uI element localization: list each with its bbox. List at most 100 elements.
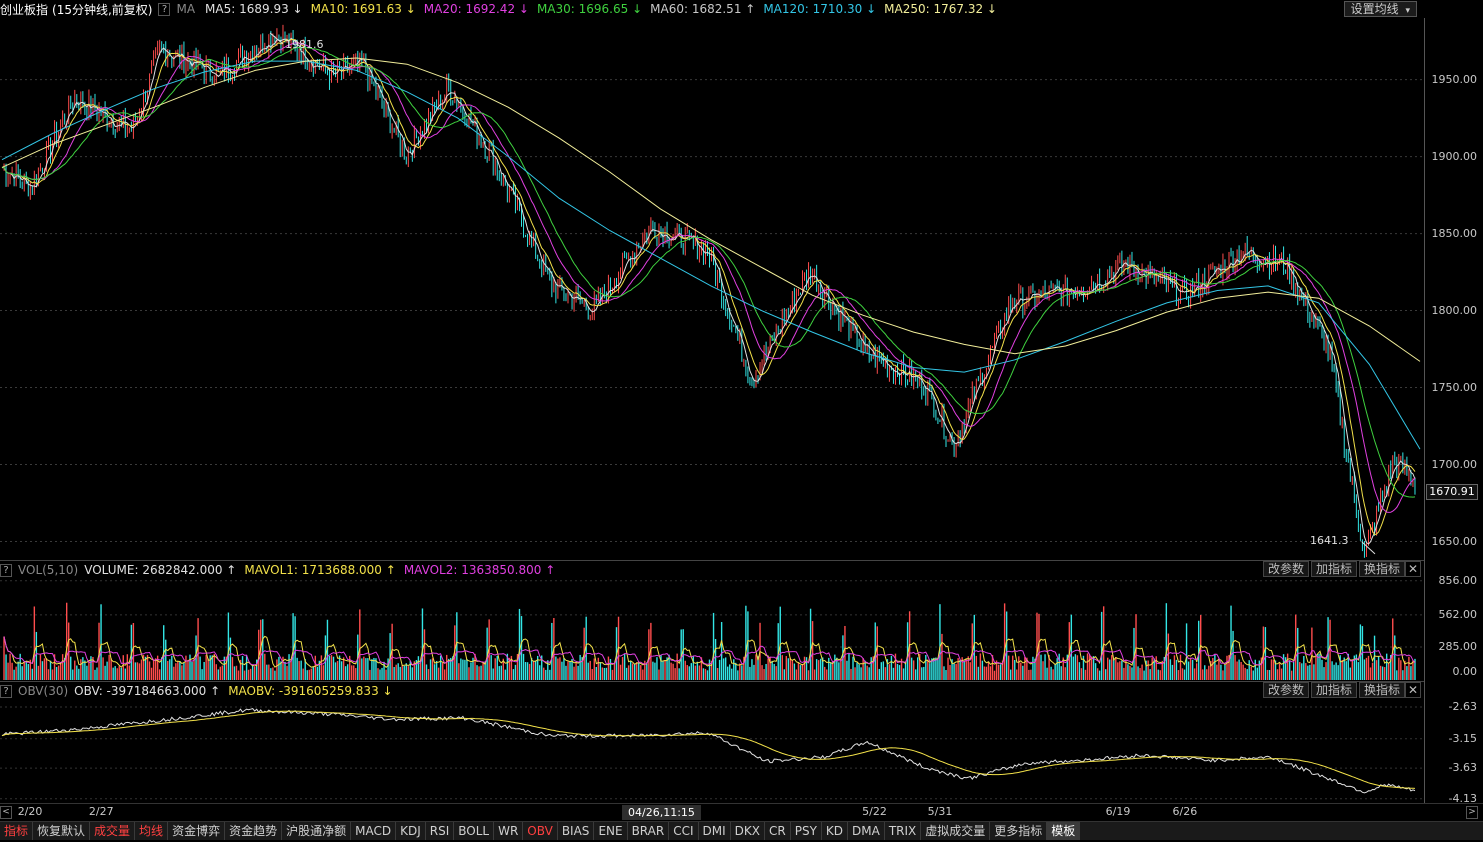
period-label: (15分钟线,前复权) xyxy=(52,2,153,17)
indicator-tab[interactable]: 沪股通净额 xyxy=(282,822,352,840)
indicator-tab[interactable]: 资金趋势 xyxy=(225,822,283,840)
ma120-line xyxy=(1,60,1421,450)
ma10-line xyxy=(1,38,1416,536)
volume-close-icon[interactable]: ✕ xyxy=(1405,561,1421,577)
obv-help-button[interactable]: ? xyxy=(0,684,12,698)
price-tick-label: 1700.00 xyxy=(1431,457,1478,471)
volume-legend-item: MAVOL1: 1713688.000 ↑ xyxy=(244,563,396,577)
help-button[interactable]: ? xyxy=(158,2,171,16)
time-tick-label: 5/31 xyxy=(927,805,953,818)
scroll-left-icon[interactable]: < xyxy=(0,806,12,819)
time-tick-label: 2/20 xyxy=(17,805,43,818)
indicator-tab[interactable]: CCI xyxy=(669,822,699,840)
time-tick-label: 6/26 xyxy=(1172,805,1198,818)
indicator-tab[interactable]: WR xyxy=(494,822,524,840)
current-price-label: 1670.91 xyxy=(1426,484,1478,500)
indicator-tab[interactable]: TRIX xyxy=(885,822,922,840)
ma20-line xyxy=(1,42,1416,513)
indicator-tab[interactable]: KDJ xyxy=(396,822,426,840)
price-tick-label: 1800.00 xyxy=(1431,303,1478,317)
set-ma-label: 设置均线 xyxy=(1350,2,1399,16)
main-legend: 创业板指 (15分钟线,前复权) ? MA MA5: 1689.93 ↓ MA10… xyxy=(0,0,1011,18)
time-tick-label: 2/27 xyxy=(88,805,114,818)
ma-prefix: MA xyxy=(176,2,196,16)
volume-add-indicator-button[interactable]: 加指标 xyxy=(1310,561,1357,577)
indicator-tab[interactable]: 虚拟成交量 xyxy=(921,822,991,840)
volume-legend-item: VOLUME: 2682842.000 ↑ xyxy=(84,563,237,577)
high-marker xyxy=(269,32,284,45)
obv-close-icon[interactable]: ✕ xyxy=(1405,682,1421,698)
ma-items: MA5: 1689.93 ↓ MA10: 1691.63 ↓ MA20: 1692.… xyxy=(205,2,1005,16)
indicator-tab[interactable]: DMI xyxy=(699,822,731,840)
price-chart[interactable] xyxy=(0,18,1424,560)
ma-legend-item: MA120: 1710.30 ↓ xyxy=(763,2,877,16)
obv-tick-label: -3.15 xyxy=(1448,731,1477,745)
volume-chart[interactable] xyxy=(0,578,1424,680)
indicator-tab-bar: 指标 恢复默认 成交量 均线 资金博弈 资金趋势 沪股通净额 MACD KDJ RSI BOLL WR… xyxy=(0,821,1483,840)
volume-legend-item: MAVOL2: 1363850.800 ↑ xyxy=(403,563,556,577)
obv-items: OBV: -397184663.000 ↑ MAOBV: -391605259.8… xyxy=(74,684,400,698)
indicator-tab[interactable]: BOLL xyxy=(454,822,495,840)
ma-legend-item: MA5: 1689.93 ↓ xyxy=(205,2,303,16)
indicator-tab[interactable]: DMA xyxy=(848,822,885,840)
separator xyxy=(0,560,1424,561)
candlesticks xyxy=(3,24,1416,558)
indicator-tab[interactable]: 更多指标 xyxy=(990,822,1048,840)
indicator-tab[interactable]: 资金博弈 xyxy=(168,822,226,840)
indicator-tab[interactable]: RSI xyxy=(426,822,455,840)
ma30-line xyxy=(1,46,1416,498)
y-axis-divider xyxy=(1424,18,1425,803)
volume-panel-buttons: 改参数 加指标 换指标 xyxy=(1262,561,1405,577)
ma-legend-item: MA10: 1691.63 ↓ xyxy=(310,2,416,16)
indicator-tab[interactable]: 恢复默认 xyxy=(33,822,91,840)
obv-chart[interactable] xyxy=(0,699,1424,803)
volume-switch-indicator-button[interactable]: 换指标 xyxy=(1358,561,1405,577)
obv-switch-indicator-button[interactable]: 换指标 xyxy=(1358,682,1405,698)
obv-legend-item: OBV: -397184663.000 ↑ xyxy=(74,684,221,698)
time-tick-label: 5/22 xyxy=(862,805,887,818)
volume-tick-label: 856.00 xyxy=(1438,573,1478,587)
mavol2-line xyxy=(3,636,1416,666)
obv-legend-item: MAOBV: -391605259.833 ↓ xyxy=(228,684,393,698)
price-tick-label: 1850.00 xyxy=(1431,226,1478,240)
ma-legend-item: MA60: 1682.51 ↑ xyxy=(650,2,756,16)
indicator-tab[interactable]: OBV xyxy=(523,822,558,840)
indicator-tab[interactable]: MACD xyxy=(351,822,397,840)
indicator-tab[interactable]: CR xyxy=(765,822,791,840)
price-tick-label: 1900.00 xyxy=(1431,149,1478,163)
time-axis: < 2/20 2/27 5/22 5/31 6/19 6/26 04/26,11:15 > xyxy=(0,803,1483,820)
indicator-tab[interactable]: PSY xyxy=(791,822,822,840)
volume-tick-label: 0.00 xyxy=(1452,665,1478,678)
obv-legend: ? OBV(30) OBV: -397184663.000 ↑ MAOBV: -3… xyxy=(0,682,407,700)
indicator-tab[interactable]: BIAS xyxy=(558,822,595,840)
indicator-tab[interactable]: BRAR xyxy=(628,822,670,840)
indicator-tab[interactable]: ENE xyxy=(594,822,628,840)
volume-legend: ? VOL(5,10) VOLUME: 2682842.000 ↑ MAVOL1:… xyxy=(0,561,569,579)
price-tick-label: 1750.00 xyxy=(1431,380,1478,394)
obv-add-indicator-button[interactable]: 加指标 xyxy=(1310,682,1357,698)
volume-edit-params-button[interactable]: 改参数 xyxy=(1262,561,1309,577)
obv-tick-label: -4.13 xyxy=(1448,791,1477,805)
volume-bars xyxy=(3,602,1416,680)
scroll-right-icon[interactable]: > xyxy=(1466,806,1478,819)
indicator-tab[interactable]: 指标 xyxy=(0,822,34,840)
ma-legend-item: MA30: 1696.65 ↓ xyxy=(536,2,643,16)
set-ma-button[interactable]: 设置均线 ▾ xyxy=(1343,1,1417,17)
indicator-tab[interactable]: DKX xyxy=(731,822,765,840)
indicator-tab[interactable]: KD xyxy=(822,822,849,840)
low-marker xyxy=(1361,541,1376,555)
indicator-tab[interactable]: 均线 xyxy=(135,822,169,840)
separator xyxy=(0,681,1424,682)
price-tick-label: 1950.00 xyxy=(1431,72,1478,86)
chevron-down-icon: ▾ xyxy=(1405,6,1410,16)
volume-tick-label: 285.00 xyxy=(1438,639,1478,653)
indicator-tab[interactable]: 成交量 xyxy=(90,822,136,840)
obv-edit-params-button[interactable]: 改参数 xyxy=(1262,682,1309,698)
volume-tick-label: 562.00 xyxy=(1438,607,1478,621)
time-tick-label: 6/19 xyxy=(1105,805,1131,818)
volume-indicator-name: VOL(5,10) xyxy=(18,563,79,577)
obv-indicator-name: OBV(30) xyxy=(18,684,69,698)
volume-help-button[interactable]: ? xyxy=(0,563,12,577)
indicator-tab[interactable]: 模板 xyxy=(1047,822,1081,840)
index-title: 创业板指 xyxy=(0,2,49,17)
